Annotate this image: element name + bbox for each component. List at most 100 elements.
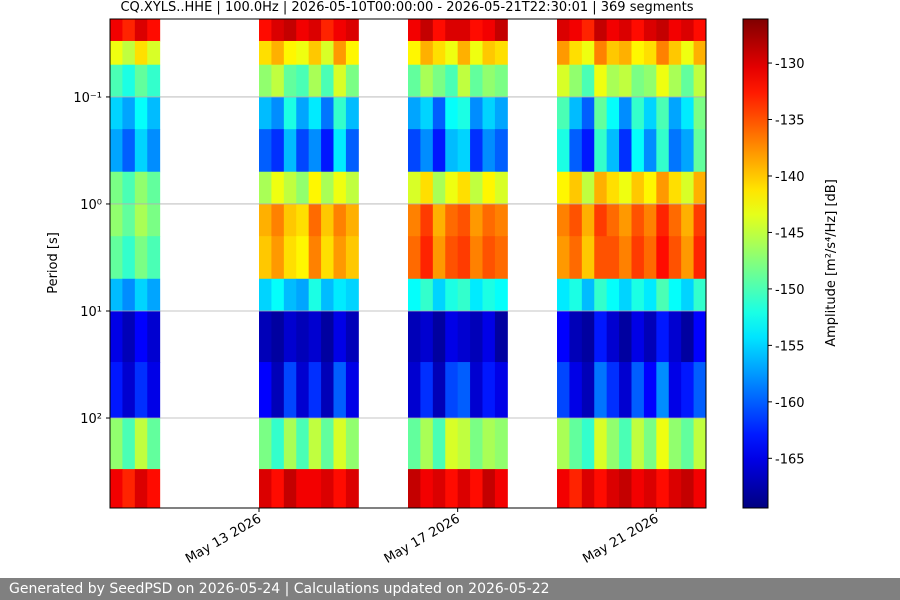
- cell: [420, 310, 434, 363]
- cell: [631, 362, 645, 419]
- cell: [296, 278, 310, 312]
- cell: [631, 129, 645, 173]
- colorbar-tick-label: -140: [775, 170, 805, 185]
- cell: [308, 418, 322, 470]
- cell: [432, 19, 446, 42]
- cell: [445, 40, 459, 66]
- cell: [259, 129, 272, 173]
- cell: [345, 310, 359, 363]
- cell: [494, 236, 508, 280]
- cell: [445, 278, 459, 312]
- cell: [606, 469, 620, 508]
- cell: [619, 362, 632, 419]
- cell: [606, 203, 620, 237]
- x-tick-label: May 21 2026: [580, 511, 661, 566]
- cell: [668, 96, 682, 130]
- cell: [656, 129, 670, 173]
- cell: [656, 19, 670, 42]
- cell: [420, 278, 434, 312]
- cell: [457, 362, 471, 419]
- cell: [283, 19, 297, 42]
- cell: [457, 96, 471, 130]
- colorbar-tick-label: -165: [775, 452, 805, 467]
- cell: [432, 236, 446, 280]
- cell: [681, 278, 695, 312]
- cell: [345, 418, 359, 470]
- cell: [693, 418, 706, 470]
- cell: [110, 469, 123, 508]
- cell: [619, 418, 632, 470]
- cell: [606, 40, 620, 66]
- cell: [432, 469, 446, 508]
- cell: [408, 64, 421, 98]
- cell: [656, 64, 670, 98]
- cell: [482, 40, 496, 66]
- cell: [333, 129, 347, 173]
- cell: [482, 469, 496, 508]
- cell: [494, 278, 508, 312]
- cell: [308, 40, 322, 66]
- cell: [494, 469, 508, 508]
- cell: [693, 171, 706, 205]
- cell: [693, 64, 706, 98]
- cell: [110, 19, 123, 42]
- cell: [321, 96, 334, 130]
- cell: [606, 96, 620, 130]
- cell: [619, 64, 632, 98]
- cell: [420, 19, 434, 42]
- cell: [494, 40, 508, 66]
- cell: [569, 236, 583, 280]
- cell: [333, 96, 347, 130]
- cell: [432, 40, 446, 66]
- cell: [283, 278, 297, 312]
- cell: [308, 236, 322, 280]
- cell: [110, 64, 123, 98]
- cell: [408, 310, 421, 363]
- cell: [693, 469, 706, 508]
- cell: [569, 64, 583, 98]
- cell: [147, 203, 161, 237]
- cell: [482, 418, 496, 470]
- cell: [432, 64, 446, 98]
- cell: [283, 236, 297, 280]
- cell: [420, 96, 434, 130]
- cell: [581, 64, 595, 98]
- cell: [308, 129, 322, 173]
- cell: [619, 203, 632, 237]
- cell: [432, 203, 446, 237]
- cell: [681, 469, 695, 508]
- y-tick-label: 10²: [80, 412, 102, 427]
- cell: [668, 40, 682, 66]
- cell: [581, 310, 595, 363]
- cell: [445, 469, 459, 508]
- cell: [134, 469, 148, 508]
- cell: [693, 203, 706, 237]
- cell: [122, 96, 136, 130]
- cell: [283, 310, 297, 363]
- cell: [134, 362, 148, 419]
- cell: [457, 64, 471, 98]
- cell: [345, 203, 359, 237]
- cell: [668, 203, 682, 237]
- cell: [557, 469, 570, 508]
- y-tick-label: 10¹: [80, 305, 102, 320]
- cell: [643, 40, 657, 66]
- cell: [333, 203, 347, 237]
- cell: [643, 418, 657, 470]
- cell: [569, 203, 583, 237]
- cell: [482, 129, 496, 173]
- cell: [308, 362, 322, 419]
- cell: [482, 96, 496, 130]
- cell: [110, 203, 123, 237]
- cell: [333, 40, 347, 66]
- cell: [681, 203, 695, 237]
- cell: [681, 129, 695, 173]
- cell: [557, 236, 570, 280]
- cell: [619, 129, 632, 173]
- cell: [470, 278, 483, 312]
- cell: [296, 236, 310, 280]
- cell: [693, 129, 706, 173]
- chart-title: CQ.XYLS..HHE | 100.0Hz | 2026-05-10T00:0…: [120, 0, 693, 15]
- cell: [581, 40, 595, 66]
